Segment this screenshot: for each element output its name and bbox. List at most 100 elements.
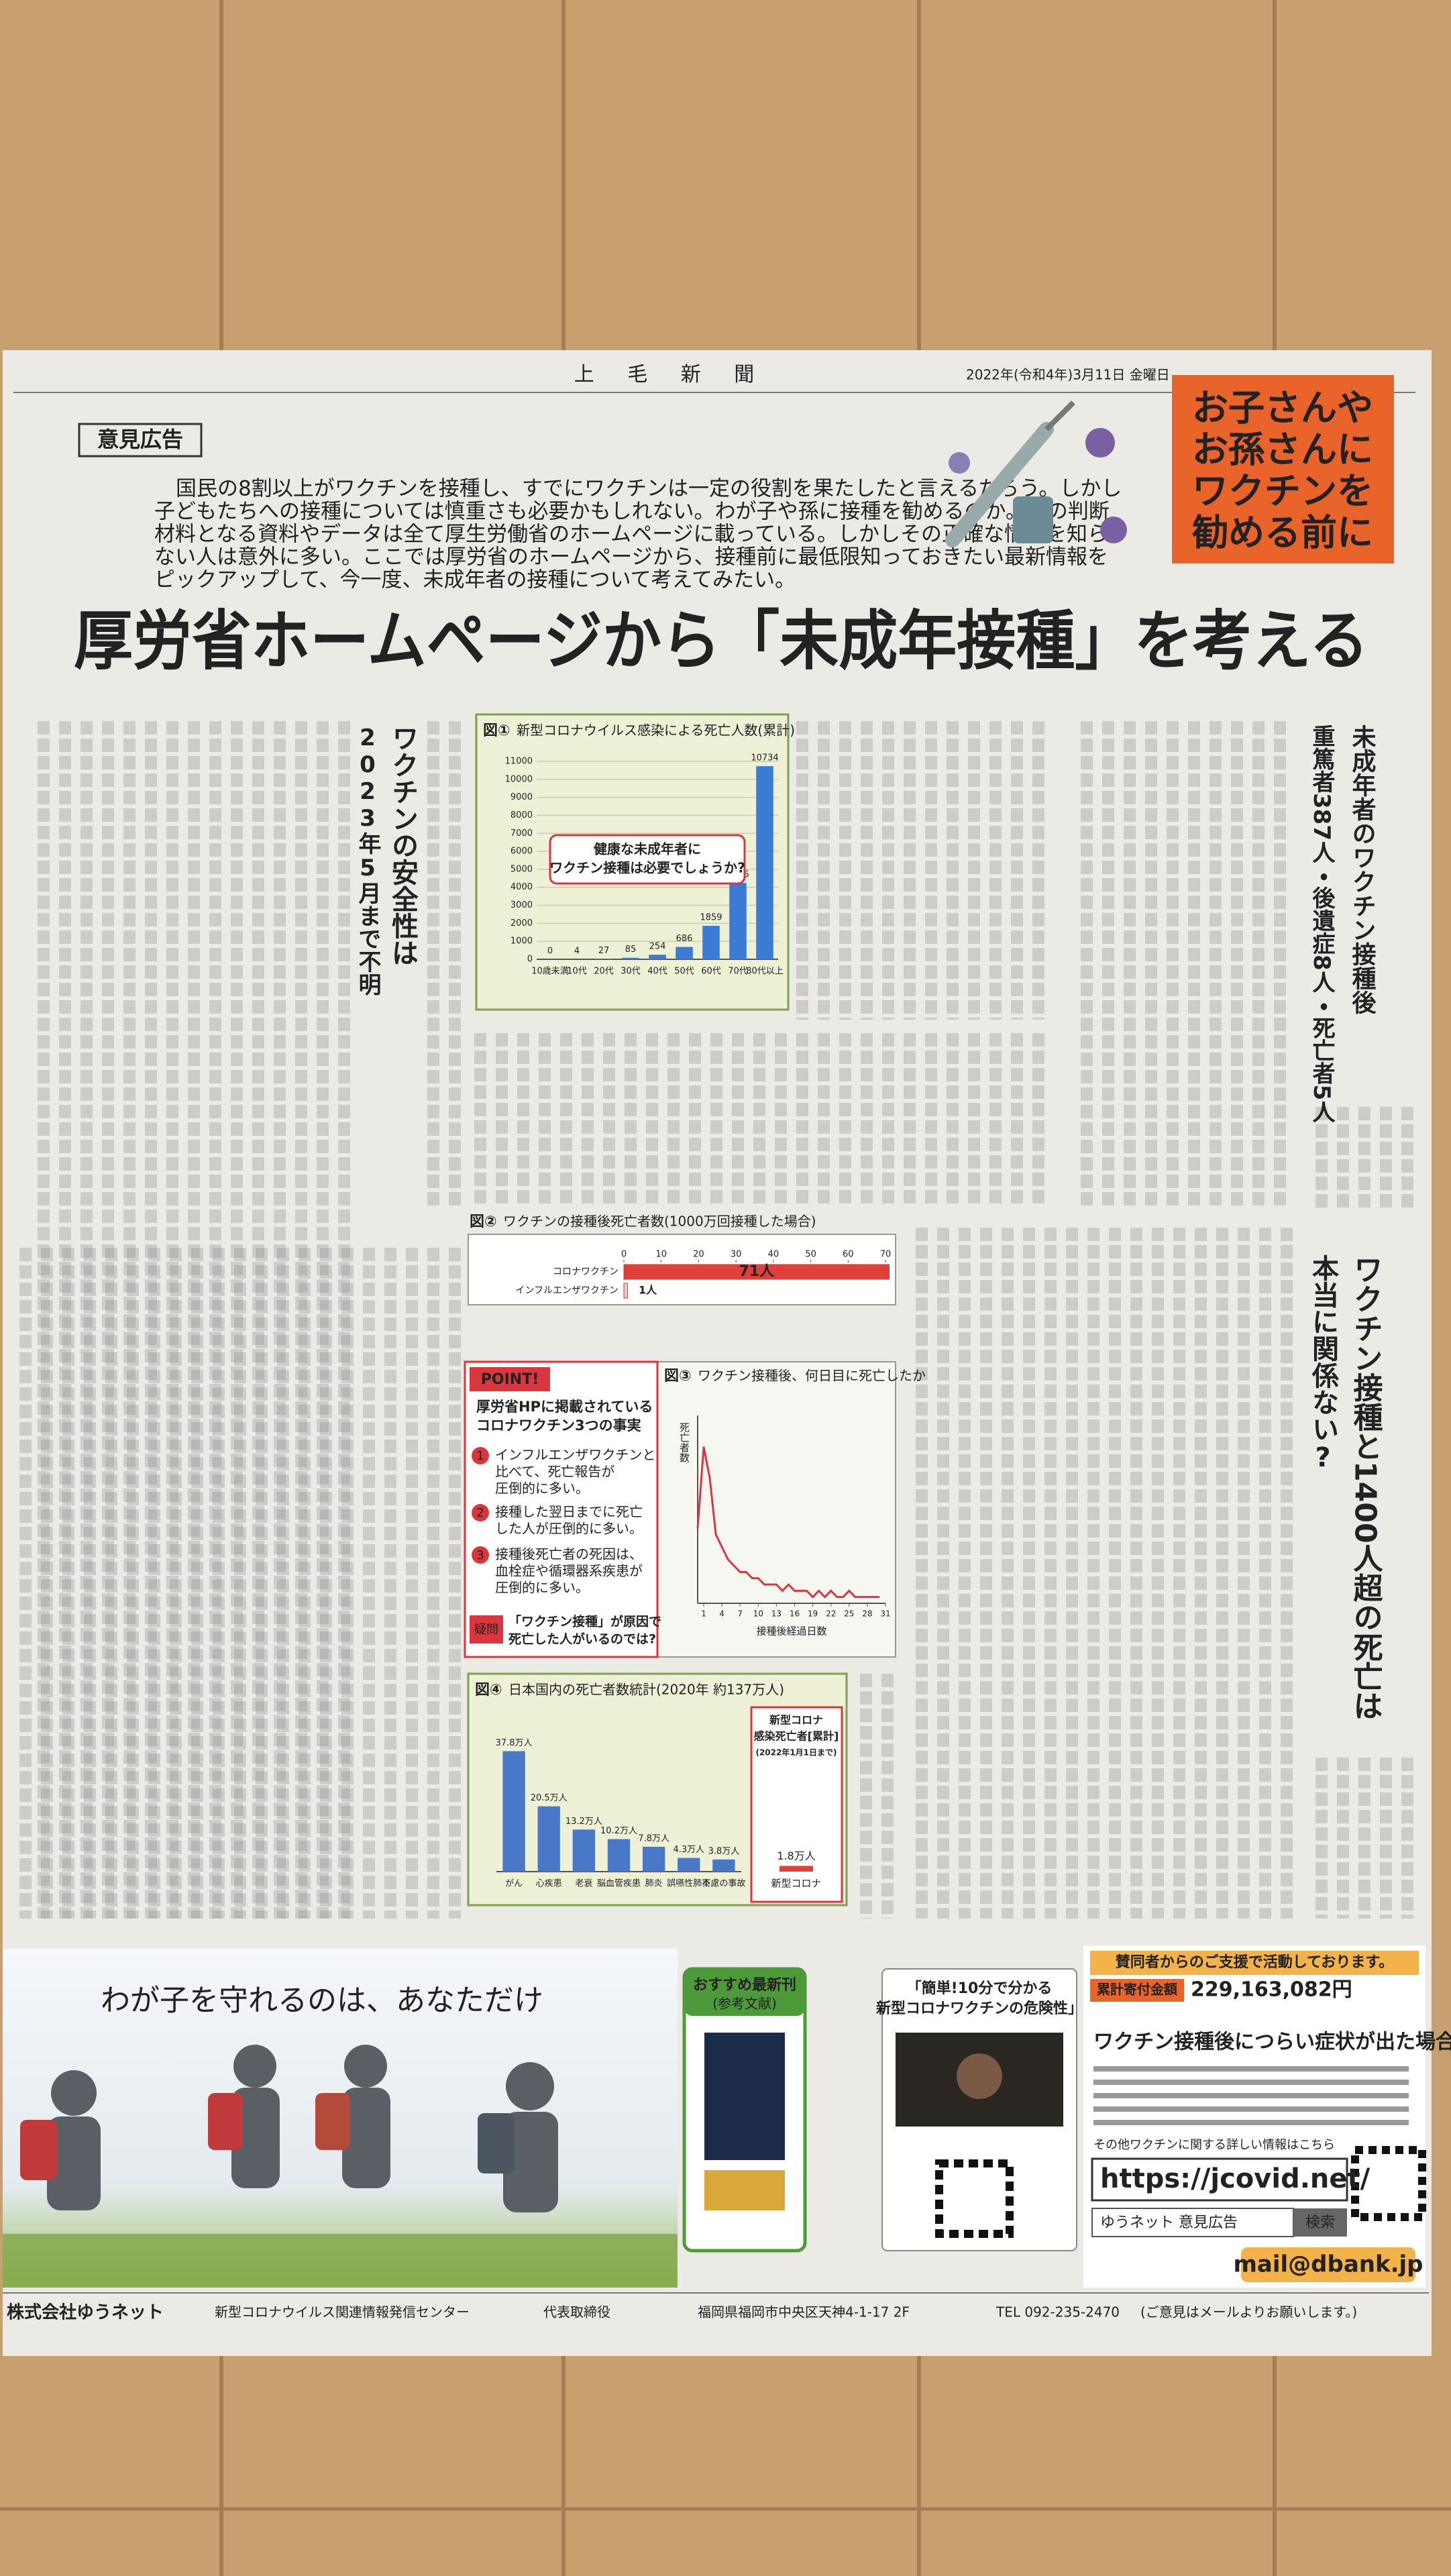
inset-title: 新型コロナ [769,1714,823,1727]
value-label: 0 [547,947,553,957]
value-label: 10.2万人 [600,1826,637,1836]
bar [678,1858,700,1872]
value-label: 1.8万人 [777,1849,815,1862]
bar [623,1283,629,1299]
x-tick-label: 10代 [567,967,587,977]
callout-line: ワクチンを [1192,470,1373,513]
y-tick-label: 0 [527,955,533,965]
x-tick-label: 不慮の事故 [702,1879,745,1889]
x-tick-label: 脳血管疾患 [597,1879,641,1889]
x-tick-label: 13 [771,1609,782,1619]
role: 代表取締役 [543,2304,610,2320]
badge [470,1367,550,1391]
x-tick-label: 新型コロナ [771,1878,821,1890]
callout-line: 勧める前に [1192,512,1373,554]
bar [649,955,666,959]
x-tick-label: 30代 [621,967,641,977]
value-label: 13.2万人 [566,1817,602,1827]
point-item: 接種後死亡者の死因は、 [495,1546,643,1562]
slogan: わが子を守れるのは、あなただけ [101,1984,543,2018]
heading: 本当に関係ない? [1307,1254,1340,1473]
callout-line: お孫さんに [1192,429,1373,471]
value-label: 20.5万人 [531,1793,568,1803]
x-tick-label: 60 [843,1250,854,1260]
bar [676,947,693,959]
value-label: 37.8万人 [496,1738,533,1748]
question: 死亡した人がいるのでは? [508,1631,656,1647]
inset-title: (2022年1月1日まで) [755,1748,837,1758]
x-tick-label: 1 [701,1609,706,1619]
bar [702,926,720,959]
value-label: 10734 [751,753,778,763]
x-tick-label: 10歳未満 [531,967,569,977]
x-tick-label: 4 [719,1609,724,1619]
x-tick-label: 70 [880,1250,892,1260]
x-tick-label: 0 [621,1250,627,1260]
callout-line: お子さんや [1192,387,1373,429]
address: 福岡県福岡市中央区天神4-1-17 2F [698,2304,910,2320]
intro-line: ない人は意外に多い。ここでは厚労省のホームページから、接種前に最低限知っておきた… [154,545,1108,570]
x-tick-label: 30 [731,1250,742,1260]
x-tick-label: 40代 [647,967,667,977]
x-tick-label: 7 [737,1609,743,1619]
value-label: 7.8万人 [638,1833,669,1843]
point-box [464,1360,659,1658]
bar [756,766,773,959]
value-label: 4 [574,946,580,956]
bar [572,1829,596,1872]
point-item: 比べて、死亡報告が [495,1464,614,1480]
x-tick-label: 20代 [594,967,614,977]
item-number: 2 [476,1506,484,1520]
search-terms: ゆうネット 意見広告 [1100,2214,1238,2231]
charts: 図① 新型コロナウイルス感染による死亡人数(累計)0100020003000400… [470,722,926,1903]
annotation: 健康な未成年者に [593,841,701,857]
bar [502,1751,525,1872]
x-tick-label: 10 [753,1609,763,1619]
paper-name: 上 毛 新 聞 [574,363,768,386]
x-tick-label: 22 [826,1609,836,1619]
bar [607,1839,631,1872]
bar [622,957,639,959]
video-title: 新型コロナワクチンの危険性」 [875,2000,1083,2017]
heading: 重篤者387人・後遺症8人・死亡者5人 [1308,724,1336,1123]
x-tick-label: 心疾患 [536,1879,562,1889]
x-tick-label: 19 [808,1609,818,1619]
point-item: した人が圧倒的に多い。 [495,1521,643,1537]
bar [537,1806,560,1872]
figure-label: 図④ [475,1682,502,1699]
figure-title: ワクチン接種後、何日目に死亡したか [698,1368,926,1384]
y-tick-label: 4000 [510,882,533,892]
point-item: 血栓症や循環器系疾患が [495,1563,643,1579]
illustration [945,400,1127,547]
support-note: 賛同者からのご支援で活動しております。 [1116,1953,1393,1971]
mail[interactable]: mail@dbank.jp [1233,2251,1423,2278]
value-label: 27 [598,946,610,956]
item-number: 1 [476,1449,484,1463]
x-tick-label: 16 [790,1609,800,1619]
callout-box [1172,375,1394,564]
item-number: 3 [476,1548,484,1562]
y-tick-label: 3000 [510,900,533,910]
item-number-bg [472,1504,489,1521]
heading: ワクチンの安全性は [387,724,419,966]
y-tick-label: 5000 [510,864,533,874]
x-tick-label: 31 [880,1609,890,1619]
search-button[interactable]: 検索 [1305,2214,1335,2231]
donation-label: 累計寄付金額 [1097,1982,1178,1998]
line [696,1446,879,1599]
url[interactable]: https://jcovid.net/ [1100,2163,1371,2194]
value-label: 85 [625,945,637,955]
bar [642,1846,665,1872]
intro-line: ピックアップして、今一度、未成年者の接種について考えてみたい。 [154,568,796,592]
donation-amount: 229,163,082円 [1191,1978,1352,2002]
x-tick-label: 10 [655,1250,667,1260]
y-axis-label: 死亡者数 [678,1422,690,1462]
bar [712,1859,735,1872]
badge-text: POINT! [481,1371,539,1388]
intro: 国民の8割以上がワクチンを接種し、すでにワクチンは一定の役割を果たしたと言えるだ… [154,477,1122,592]
bar [780,1866,813,1872]
figure-label: 図② [470,1214,497,1230]
